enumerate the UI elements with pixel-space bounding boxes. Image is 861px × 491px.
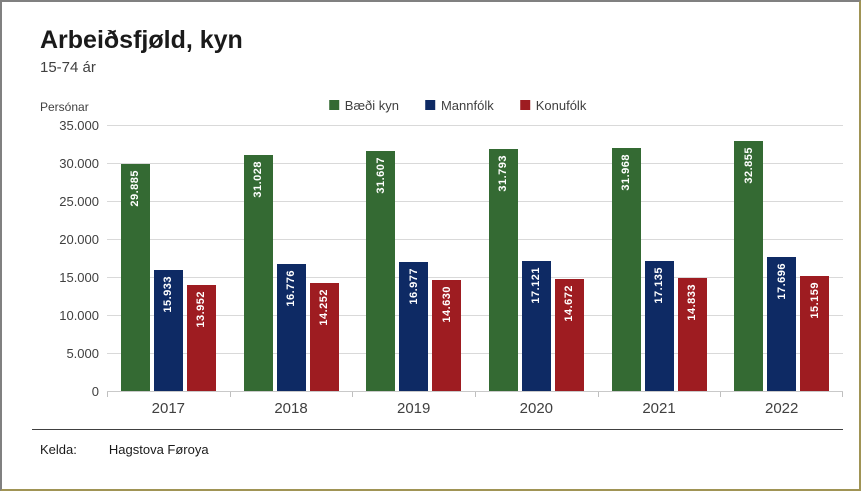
- x-axis-tick: [842, 391, 843, 397]
- bar-value-label: 17.135: [653, 266, 666, 304]
- legend-swatch: [519, 100, 530, 111]
- x-axis-labels: 2017 2018 2019 2020 2021 2022: [107, 400, 843, 417]
- bar-value-label: 17.696: [775, 262, 788, 300]
- bar-value-label: 16.776: [285, 269, 297, 307]
- bar: 14.672: [554, 278, 584, 391]
- x-tick-label: 2021: [642, 399, 676, 417]
- bar: 16.977: [399, 261, 429, 391]
- bar-value-label: 15.159: [808, 281, 821, 319]
- y-tick-label: 25.000: [59, 193, 99, 209]
- bar: 31.607: [366, 150, 396, 391]
- bar-value-label: 31.793: [497, 154, 510, 192]
- plot-area: 29.885 15.933 13.952 31.028 16.776 14.252 31.6…: [107, 124, 843, 392]
- legend-label: Bæði kyn: [344, 97, 399, 113]
- bar: 17.696: [767, 256, 797, 391]
- source-note: Kelda: Hagstova Føroya: [40, 442, 843, 457]
- gridline: [107, 124, 843, 126]
- bar-group: 31.968 17.135 14.833: [598, 126, 721, 391]
- gridline: [107, 162, 843, 164]
- bar-value-label: 17.121: [530, 266, 543, 304]
- source-label: Kelda:: [40, 441, 77, 457]
- x-axis-tick: [597, 391, 599, 397]
- chart-subtitle: 15-74 ár: [40, 58, 96, 76]
- y-tick-label: 10.000: [59, 307, 99, 323]
- legend-item: Konufólk: [519, 97, 587, 113]
- bar-group: 31.607 16.977 14.630: [352, 126, 475, 391]
- bar: 15.933: [153, 269, 183, 391]
- bar: 14.252: [309, 282, 339, 391]
- bar: 17.121: [521, 260, 551, 391]
- legend-swatch: [328, 100, 339, 111]
- bar-value-label: 14.672: [563, 284, 576, 322]
- legend-item: Bæði kyn: [328, 97, 399, 113]
- bar-value-label: 31.028: [252, 160, 264, 198]
- bar-groups: 29.885 15.933 13.952 31.028 16.776 14.252 31.6…: [107, 126, 843, 391]
- x-axis-tick: [352, 391, 354, 397]
- x-axis-ticks: [107, 391, 843, 397]
- bar-value-label: 15.933: [162, 275, 175, 313]
- gridline: [107, 352, 843, 354]
- bar-value-label: 31.607: [374, 156, 387, 194]
- bar-value-label: 32.855: [742, 146, 755, 184]
- y-tick-label: 5.000: [66, 345, 99, 361]
- bar: 29.885: [120, 163, 150, 391]
- bar-chart: 0 5.000 10.000 15.000 20.000 25.000 30.000 35.0…: [40, 118, 843, 399]
- bar-group: 31.028 16.776 14.252: [230, 126, 353, 391]
- x-tick-label: 2017: [151, 399, 186, 417]
- legend-swatch: [424, 100, 435, 111]
- legend-item: Mannfólk: [424, 97, 494, 113]
- bar: 31.793: [488, 148, 518, 391]
- bar: 14.833: [677, 277, 707, 391]
- footer-divider: [32, 428, 843, 430]
- bar: 32.855: [734, 140, 764, 391]
- bar-value-label: 14.252: [318, 288, 330, 326]
- x-axis-tick: [475, 391, 476, 397]
- gridline: [107, 314, 843, 316]
- bar-group: 31.793 17.121 14.672: [475, 126, 598, 391]
- x-axis-tick: [107, 391, 108, 397]
- gridline: [107, 200, 843, 202]
- bar-value-label: 14.630: [440, 285, 453, 323]
- bar-value-label: 14.833: [686, 283, 699, 321]
- bar: 13.952: [186, 284, 216, 391]
- chart-meta-row: Persónar Bæði kyn Mannfólk Konufólk: [40, 96, 843, 114]
- y-axis-unit-label: Persónar: [40, 99, 89, 114]
- bar: 14.630: [432, 279, 462, 391]
- bar-value-label: 31.968: [620, 153, 633, 191]
- gridline: [107, 238, 843, 240]
- legend: Bæði kyn Mannfólk Konufólk: [328, 97, 587, 113]
- x-axis-tick: [229, 391, 231, 397]
- y-tick-label: 35.000: [59, 117, 99, 133]
- legend-label: Konufólk: [535, 97, 587, 113]
- bar-group: 32.855 17.696 15.159: [720, 126, 843, 391]
- bar: 31.968: [611, 147, 641, 391]
- legend-label: Mannfólk: [440, 97, 494, 113]
- bar-value-label: 29.885: [129, 169, 142, 207]
- bar: 15.159: [800, 275, 830, 391]
- bar: 16.776: [276, 263, 306, 391]
- bar-value-label: 13.952: [195, 290, 208, 328]
- y-tick-label: 15.000: [59, 269, 99, 285]
- x-tick-label: 2019: [396, 399, 431, 417]
- chart-title: Arbeiðsfjøld, kyn: [40, 26, 243, 54]
- x-tick-label: 2018: [274, 399, 308, 417]
- x-tick-label: 2022: [765, 399, 799, 417]
- x-tick-label: 2020: [519, 399, 554, 417]
- bar-value-label: 16.977: [407, 267, 420, 305]
- bar-group: 29.885 15.933 13.952: [107, 126, 230, 391]
- y-tick-label: 20.000: [59, 231, 99, 247]
- y-tick-label: 0: [91, 383, 99, 399]
- bar: 17.135: [644, 260, 674, 391]
- y-tick-label: 30.000: [59, 155, 99, 171]
- x-axis-tick: [720, 391, 722, 397]
- source-value: Hagstova Føroya: [108, 441, 209, 457]
- y-axis: 0 5.000 10.000 15.000 20.000 25.000 30.000 35.0…: [40, 118, 99, 399]
- gridline: [107, 276, 843, 278]
- bar: 31.028: [243, 154, 273, 391]
